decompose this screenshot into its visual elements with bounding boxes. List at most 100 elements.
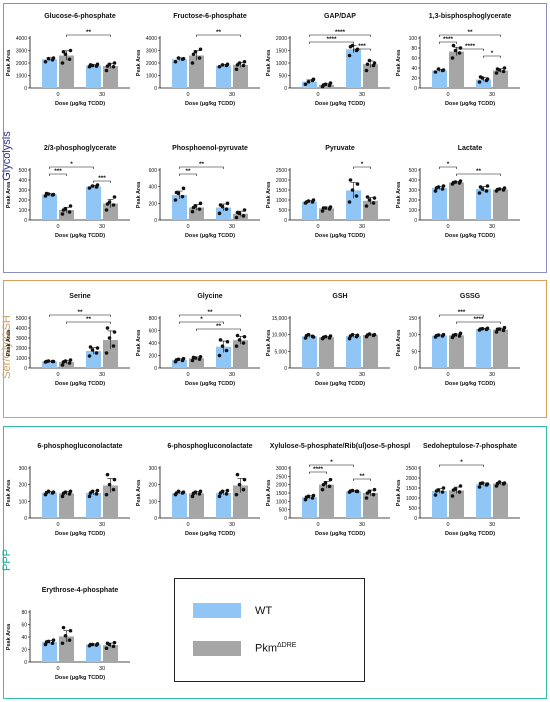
chart-14-ylabel: Peak Area [136,479,142,506]
chart-12-xtick-label: 0 [446,372,449,378]
chart-16-point [440,490,445,494]
chart-3-ytick-label: 2000 [276,36,287,42]
chart-15-xtick-label: 0 [316,522,319,528]
chart-9-sig-bracket [49,314,111,317]
chart-4-point [477,80,482,84]
chart-8-sig-label: ** [476,168,482,175]
chart-16-sig-label: * [460,459,463,466]
chart-3-point [347,53,352,58]
chart-1-bar-wt-30 [86,65,101,88]
chart-5-point [111,203,116,207]
chart-13-point [111,487,116,492]
chart-7-point [354,194,359,198]
chart-14-point [225,488,230,493]
chart-13-xlabel: Dose (μg/kg TCDD) [55,531,105,537]
chart-7-title: Pyruvate [325,145,355,152]
chart-6-ytick-label: 200 [149,201,158,207]
chart-2-point [197,56,202,60]
chart-10-bar-pkm-dre-30 [233,340,248,368]
chart-17-point [44,640,49,644]
chart-16-point [477,485,482,489]
chart-1-point [51,56,56,60]
legend-label-pkm-base: Pkm [255,642,277,655]
chart-15-point [311,493,316,498]
chart-14-ytick-label: 0 [154,516,157,522]
chart-6-point [224,207,229,211]
chart-1-xtick-label: 0 [56,92,59,98]
chart-13-point [105,472,110,477]
chart-5-point [112,195,117,199]
chart-2-point [242,59,247,64]
chart-4-sig-label: **** [465,43,476,50]
chart-6-sig-bracket [179,166,224,169]
chart-11-title: GSH [332,293,347,300]
chart-14-bar-pkm-dre-0 [189,493,204,518]
chart-5-sig-bracket [49,173,67,176]
chart-8-ytick-label: 300 [409,188,418,194]
chart-5-bar-pkm-dre-0 [59,210,74,220]
chart-8-lactate: Lactate 0 100 200 300 400 500 Peak Area 0 30 Dose … [396,145,520,239]
chart-14-point [198,489,203,494]
chart-4-sig-bracket [483,55,501,58]
chart-1-sig-label: ** [86,29,92,36]
chart-9-point [61,360,66,364]
chart-8-point [502,186,507,190]
chart-15-ytick-label: 500 [279,508,288,514]
chart-10-point [217,353,222,358]
chart-14-xlabel: Dose (μg/kg TCDD) [185,531,235,537]
chart-9-ytick-label: 1000 [16,356,27,362]
chart-5-sig-bracket [49,166,94,169]
chart-7-point [364,204,369,208]
chart-5-sig-label: * [70,161,73,168]
chart-9-ytick-label: 5000 [16,316,27,322]
chart-2-xtick-label: 30 [229,92,235,98]
chart-11-ytick-label: 10,000 [272,333,288,339]
chart-6-point [181,186,186,191]
chart-16-bar-pkm-dre-0 [449,490,464,518]
chart-8-point [434,186,439,190]
chart-8-sig-label: * [447,161,450,168]
chart-12-title: GSSG [460,293,481,300]
chart-10-sig-bracket [196,328,241,331]
chart-11-point [372,332,377,337]
chart-9-xtick-label: 0 [56,372,59,378]
chart-11-bar-pkm-dre-30 [363,335,378,368]
chart-13-ytick-label: 300 [19,466,28,472]
chart-3-point [365,62,370,67]
chart-14-ytick-label: 100 [149,499,158,505]
chart-10-ytick-label: 200 [149,354,158,360]
chart-10-ytick-label: 400 [149,341,158,347]
chart-16-ytick-label: 2000 [406,476,417,482]
chart-2-ytick-label: 0 [154,86,157,92]
chart-12-ylabel: Peak Area [396,329,402,356]
chart-2-point [225,62,230,67]
chart-16-bar-wt-30 [476,484,491,518]
chart-11-xtick-label: 0 [316,372,319,378]
chart-2-ytick-label: 4000 [146,36,157,42]
chart-15-point [371,492,376,497]
chart-8-xtick-label: 30 [489,224,495,230]
chart-10-point [234,344,239,348]
chart-14-ytick-label: 300 [149,466,158,472]
chart-9-ytick-label: 2000 [16,346,27,352]
chart-13-point [68,489,73,494]
chart-9-point [68,358,73,362]
chart-8-bar-wt-0 [432,188,447,220]
chart-1-bar-wt-0 [42,59,57,88]
chart-3-ytick-label: 500 [279,74,288,80]
chart-10-sig-bracket [179,314,241,317]
chart-13-xtick-label: 30 [99,522,105,528]
chart-9-bar-pkm-dre-0 [59,362,74,368]
chart-16-point [485,482,490,486]
chart-17-point [67,638,72,642]
chart-11-point [311,335,316,339]
chart-4-ytick-label: 0 [414,86,417,92]
chart-3-point [328,81,333,85]
chart-5-point [105,202,110,206]
chart-9-point [51,359,56,364]
chart-10-point [181,356,186,361]
chart-8-point [478,185,483,189]
chart-16-sedoheptulose-7-phosphate: Sedoheptulose-7-phosphate 0 500 1000 1500 200… [396,443,520,537]
chart-15-xtick-label: 30 [359,522,365,528]
